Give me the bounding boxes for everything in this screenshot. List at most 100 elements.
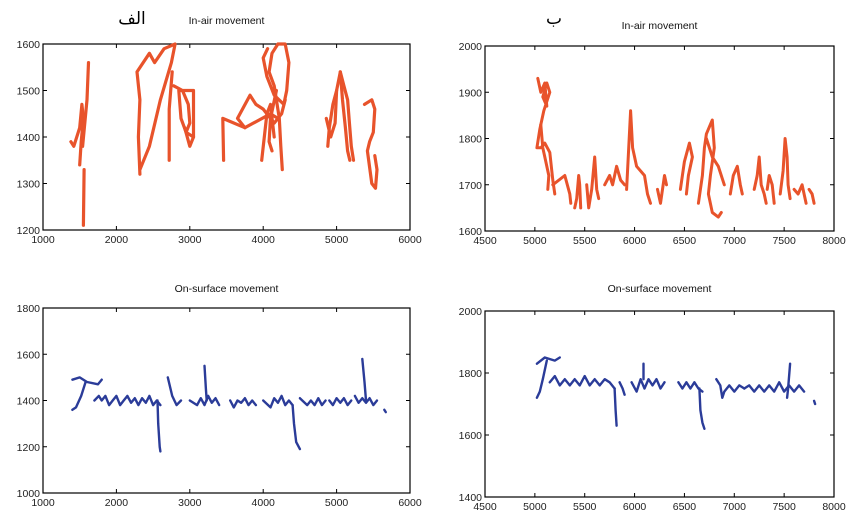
- y-tick-label: 1800: [459, 368, 483, 380]
- pen-trace-stroke: [785, 362, 792, 399]
- pen-trace-stroke: [81, 61, 91, 148]
- x-tick-label: 5500: [573, 235, 597, 247]
- x-tick-label: 7000: [723, 235, 747, 247]
- pen-trace-stroke: [156, 399, 162, 453]
- pen-trace-stroke: [728, 164, 744, 196]
- pen-trace-stroke: [93, 394, 162, 407]
- pen-trace-stroke: [291, 403, 302, 451]
- x-tick-label: 5000: [523, 235, 547, 247]
- pen-trace-stroke: [678, 141, 694, 196]
- pen-trace-stroke: [135, 42, 177, 176]
- y-tick-label: 1000: [17, 488, 41, 500]
- y-tick-label: 1600: [17, 349, 41, 361]
- pen-trace-stroke: [535, 359, 548, 399]
- pen-trace-stroke: [298, 397, 327, 407]
- pen-trace-stroke: [812, 399, 817, 406]
- x-tick-label: 5000: [523, 501, 547, 513]
- y-tick-label: 1900: [459, 87, 483, 99]
- pen-trace-stroke: [362, 98, 379, 190]
- x-tick-label: 7500: [772, 235, 796, 247]
- pen-trace-stroke: [81, 168, 86, 227]
- pen-trace-stroke: [260, 102, 276, 162]
- pen-trace-stroke: [183, 126, 196, 148]
- x-tick-label: 7000: [723, 501, 747, 513]
- plot-frame: [42, 307, 411, 494]
- chart-title: In-air movement: [622, 20, 698, 32]
- pen-trace-stroke: [704, 137, 726, 187]
- x-tick-label: 3000: [178, 234, 202, 246]
- pen-trace-stroke: [807, 187, 816, 205]
- pen-trace-stroke: [613, 387, 618, 427]
- y-tick-label: 1800: [17, 303, 41, 315]
- pen-trace-stroke: [71, 380, 87, 411]
- pen-trace-stroke: [262, 394, 294, 409]
- pen-trace-stroke: [696, 118, 723, 219]
- panel-label-be: ب: [546, 9, 562, 29]
- pen-trace-stroke: [778, 137, 792, 201]
- y-tick-label: 1400: [17, 396, 41, 408]
- x-tick-label: 5000: [325, 497, 349, 509]
- pen-trace-stroke: [71, 376, 103, 386]
- pen-trace-stroke: [383, 408, 387, 414]
- x-tick-label: 3000: [178, 497, 202, 509]
- pen-trace-stroke: [548, 374, 616, 390]
- pen-trace-stroke: [172, 84, 196, 139]
- y-tick-label: 1200: [17, 442, 41, 454]
- y-tick-label: 1600: [17, 39, 41, 51]
- y-tick-label: 2000: [459, 306, 483, 318]
- pen-trace-stroke: [698, 387, 706, 430]
- x-tick-label: 2000: [105, 497, 129, 509]
- pen-trace-stroke: [535, 76, 557, 196]
- pen-trace-stroke: [229, 397, 258, 409]
- y-tick-label: 1500: [17, 86, 41, 98]
- pen-trace-stroke: [203, 364, 208, 402]
- x-tick-label: 2000: [105, 234, 129, 246]
- pen-trace-stroke: [625, 109, 652, 205]
- x-tick-label: 4500: [473, 501, 497, 513]
- x-tick-label: 6000: [398, 234, 422, 246]
- pen-trace-stroke: [69, 102, 85, 167]
- pen-trace-stroke: [715, 378, 746, 399]
- x-tick-label: 4500: [473, 235, 497, 247]
- pen-trace-stroke: [573, 174, 583, 210]
- plot-frame: [484, 310, 835, 498]
- pen-trace-stroke: [585, 155, 601, 210]
- y-tick-label: 1600: [459, 226, 483, 238]
- x-tick-label: 6500: [673, 235, 697, 247]
- pen-trace-stroke: [539, 123, 551, 191]
- x-tick-label: 8000: [822, 501, 846, 513]
- pen-trace-stroke: [792, 183, 808, 205]
- pen-trace-stroke: [166, 376, 183, 407]
- chart-title: In-air movement: [189, 15, 265, 27]
- pen-trace-stroke: [656, 174, 668, 205]
- pen-trace-stroke: [167, 70, 174, 162]
- y-tick-label: 1300: [17, 179, 41, 191]
- x-tick-label: 1000: [31, 497, 55, 509]
- y-tick-label: 1600: [459, 430, 483, 442]
- pen-trace-stroke: [267, 88, 278, 153]
- x-tick-label: 4000: [252, 234, 276, 246]
- plot-frame: [42, 43, 411, 231]
- x-tick-label: 8000: [822, 235, 846, 247]
- pen-trace-stroke: [535, 356, 561, 365]
- panel-label-alef: الف: [118, 9, 146, 29]
- panel-b-bottom: On-surface movement 4500 5000 5500 6000 6500 7…: [459, 283, 846, 513]
- panel-b-top: In-air movement 4500 5000 5500 6000 6500 7000 7…: [459, 20, 846, 247]
- pen-trace-stroke: [338, 70, 352, 162]
- panel-a-top: In-air movement 1000 2000 3000 4000 5000 6000 1…: [17, 15, 422, 246]
- pen-trace-stroke: [326, 88, 339, 148]
- x-tick-label: 4000: [252, 497, 276, 509]
- chart-title: On-surface movement: [608, 283, 712, 295]
- x-tick-label: 6000: [623, 501, 647, 513]
- x-tick-label: 6000: [623, 235, 647, 247]
- pen-trace-stroke: [603, 164, 627, 187]
- y-tick-label: 1200: [17, 225, 41, 237]
- pen-trace-stroke: [743, 381, 806, 393]
- x-tick-label: 5000: [325, 234, 349, 246]
- pen-trace-stroke: [752, 155, 768, 205]
- pen-trace-stroke: [261, 42, 291, 172]
- pen-trace-stroke: [361, 357, 368, 402]
- x-tick-label: 5500: [573, 501, 597, 513]
- pen-trace-stroke: [630, 378, 666, 393]
